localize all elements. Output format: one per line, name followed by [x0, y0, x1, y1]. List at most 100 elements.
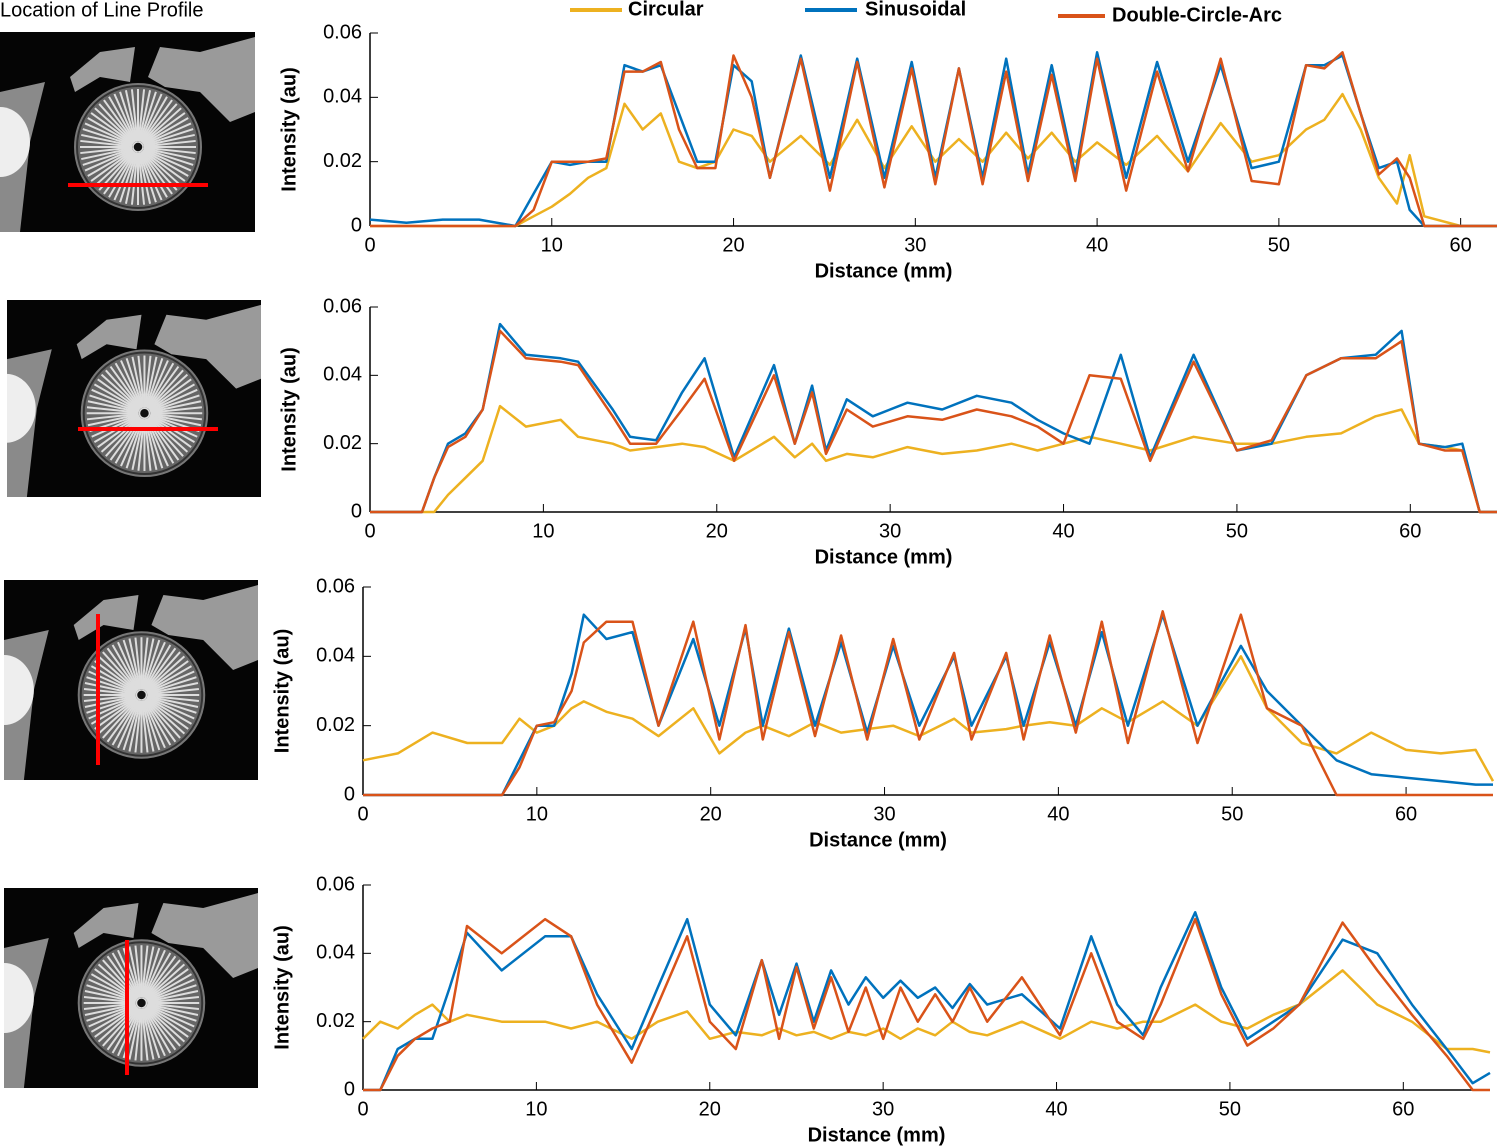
- spoke: [144, 651, 181, 692]
- spoke: [143, 133, 195, 147]
- x-tick-label: 40: [1047, 803, 1069, 825]
- spoke: [84, 695, 136, 708]
- spoke: [140, 99, 173, 143]
- spoke: [145, 1006, 186, 1043]
- spoke: [106, 699, 139, 743]
- x-tick-label: 0: [364, 520, 375, 542]
- legend-label: Circular: [628, 0, 704, 20]
- spoke: [145, 1005, 189, 1038]
- spoke: [147, 695, 199, 708]
- spoke: [109, 365, 142, 410]
- spoke: [146, 696, 195, 720]
- spoke: [128, 700, 142, 752]
- spoke: [146, 1005, 192, 1033]
- spoke: [128, 638, 142, 690]
- bone: [148, 37, 255, 122]
- spoke: [146, 417, 175, 464]
- spoke: [142, 947, 161, 998]
- spoke: [142, 1008, 161, 1059]
- spoke: [141, 637, 149, 690]
- bone: [4, 963, 34, 1033]
- series-line: [370, 329, 1497, 514]
- spoke: [111, 699, 140, 746]
- spoke: [130, 89, 139, 142]
- spoke: [134, 945, 142, 998]
- x-tick-label: 60: [1450, 234, 1472, 256]
- spoke: [149, 388, 198, 412]
- spoke: [91, 414, 140, 438]
- spoke: [114, 417, 143, 464]
- spoke: [142, 639, 161, 690]
- spoke: [94, 107, 135, 144]
- y-axis-label: Intensity (au): [278, 67, 300, 191]
- spoke: [142, 700, 166, 749]
- y-tick-label: 0.02: [316, 1010, 355, 1032]
- spoke: [145, 358, 164, 408]
- phantom-center: [135, 997, 148, 1009]
- spoke: [81, 147, 133, 161]
- spoke: [144, 959, 181, 1000]
- x-tick-label: 0: [357, 803, 368, 825]
- spoke: [145, 418, 169, 467]
- spoke: [94, 697, 138, 730]
- spoke: [141, 1008, 155, 1060]
- x-axis-label: Distance (mm): [815, 260, 953, 282]
- legend-label: Double-Circle-Arc: [1112, 4, 1282, 26]
- spoke: [145, 968, 189, 1001]
- x-tick-label: 20: [706, 520, 728, 542]
- spoke: [137, 355, 145, 408]
- spoke: [83, 694, 136, 703]
- series-line: [363, 911, 1491, 1092]
- y-tick-label: 0: [344, 783, 355, 805]
- spoke: [124, 152, 138, 204]
- spoke: [141, 150, 182, 187]
- series-line: [369, 51, 1497, 228]
- y-tick-label: 0.06: [316, 873, 355, 895]
- bone: [151, 893, 258, 978]
- spoke: [147, 1003, 199, 1016]
- spoke: [128, 946, 142, 998]
- spoke: [150, 400, 202, 414]
- spoke: [128, 1008, 142, 1060]
- spoke: [119, 91, 138, 142]
- spoke: [113, 152, 137, 201]
- spoke: [130, 152, 139, 205]
- spoke: [87, 149, 134, 177]
- spoke: [87, 400, 139, 414]
- y-tick-label: 0.04: [323, 86, 362, 108]
- spoke: [141, 107, 182, 144]
- spoke: [146, 695, 197, 714]
- spoke: [140, 96, 168, 143]
- bone: [7, 373, 36, 443]
- spoke: [94, 968, 138, 1001]
- x-tick-label: 50: [1226, 520, 1248, 542]
- y-tick-label: 0.06: [323, 21, 362, 43]
- y-tick-label: 0.06: [316, 575, 355, 597]
- spoke: [119, 152, 138, 203]
- spoke: [146, 665, 192, 693]
- y-tick-label: 0.02: [316, 714, 355, 736]
- spoke: [143, 139, 196, 148]
- spoke: [97, 655, 138, 692]
- spoke: [87, 117, 134, 145]
- x-tick-label: 30: [873, 803, 895, 825]
- spoke: [147, 995, 200, 1004]
- spoke: [146, 973, 192, 1001]
- x-tick-label: 0: [357, 1098, 368, 1120]
- spoke: [94, 660, 138, 693]
- spoke: [108, 151, 136, 198]
- x-tick-label: 20: [722, 234, 744, 256]
- spoke: [146, 670, 195, 694]
- bone: [76, 314, 142, 360]
- spoke: [109, 417, 142, 461]
- spoke: [142, 1008, 166, 1057]
- y-tick-label: 0.06: [323, 295, 362, 317]
- spoke: [150, 406, 203, 414]
- x-tick-label: 40: [1052, 520, 1074, 542]
- x-tick-label: 50: [1219, 1098, 1241, 1120]
- spoke: [114, 362, 143, 409]
- bone: [151, 585, 258, 670]
- spoke: [113, 93, 137, 142]
- ct-thumbnail: [4, 580, 258, 780]
- x-axis-label: Distance (mm): [815, 546, 953, 568]
